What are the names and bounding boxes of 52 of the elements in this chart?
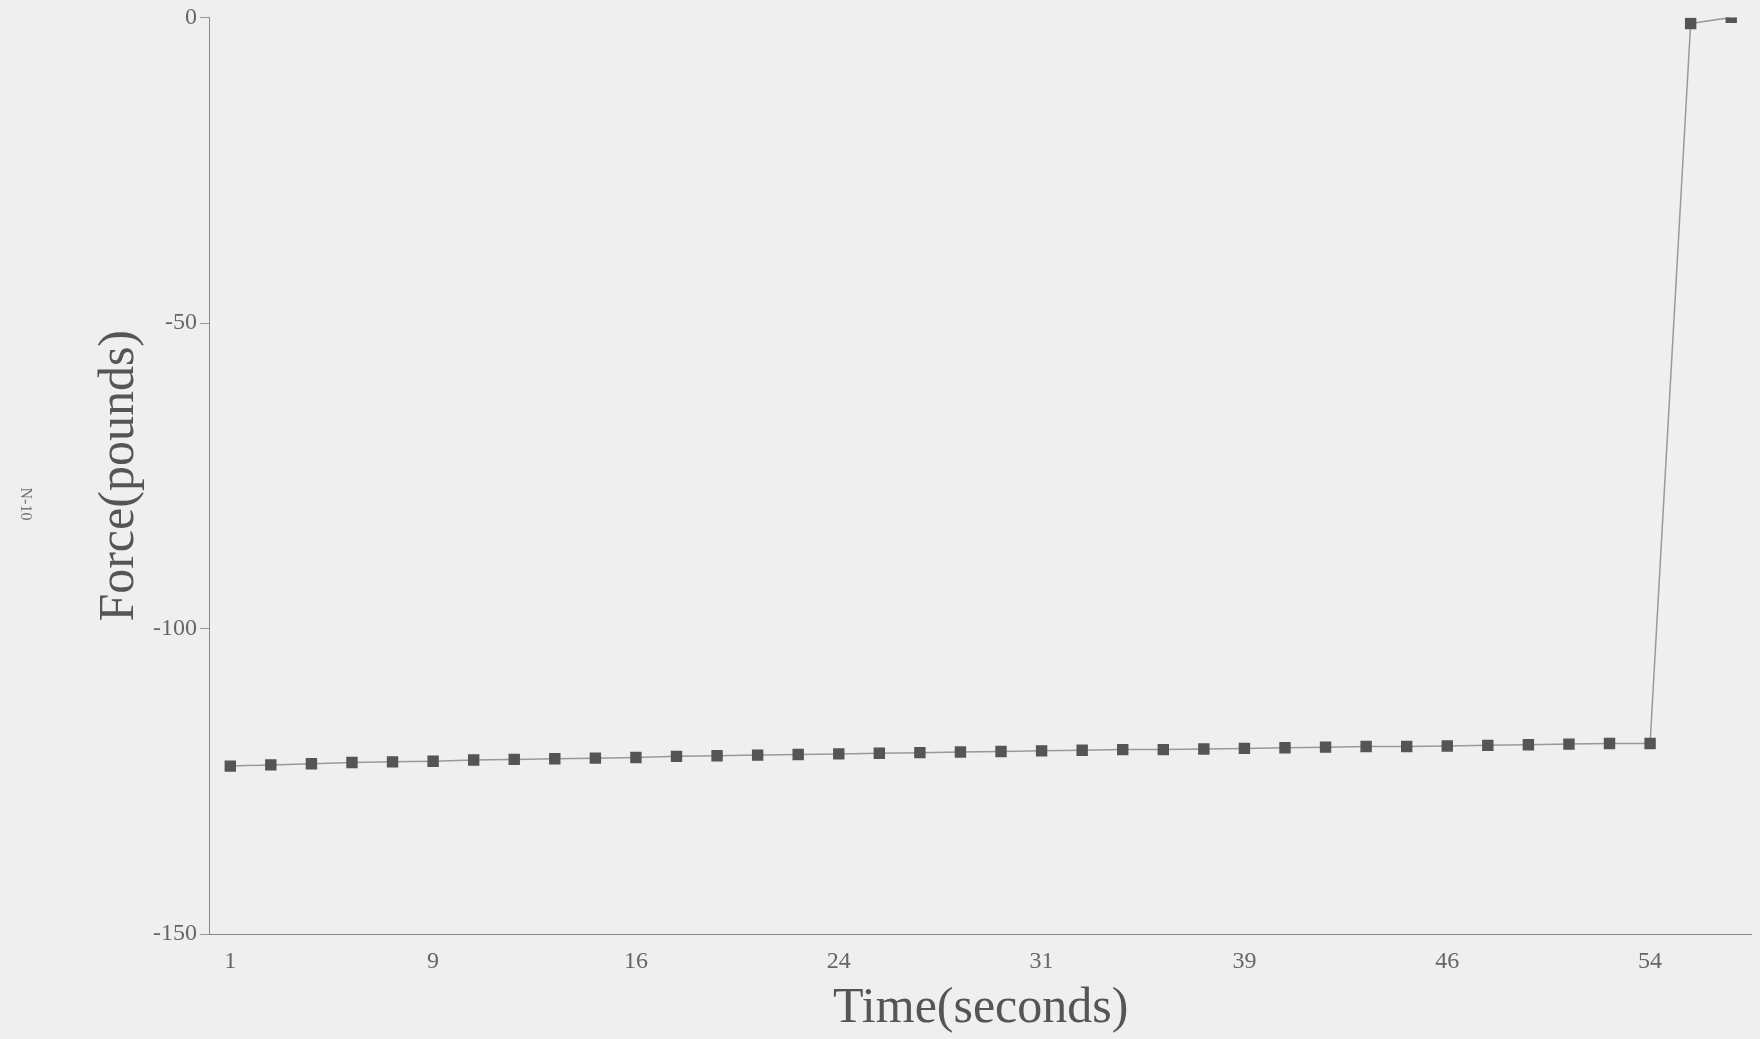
point	[1117, 743, 1129, 756]
point	[549, 753, 561, 765]
x-tick-label: 1	[224, 946, 237, 973]
y-tick-label: 0	[184, 2, 197, 29]
point	[1400, 740, 1413, 753]
x-tick-label: 16	[623, 946, 648, 973]
text: N-10	[17, 487, 36, 521]
point	[265, 759, 277, 771]
x-tick-label: 9	[427, 946, 440, 973]
y-axis-title: Force(pounds)	[88, 330, 145, 622]
point	[224, 760, 236, 772]
y-tick-label: -150	[152, 919, 197, 946]
point	[995, 745, 1007, 758]
point	[954, 746, 967, 758]
x-tick-label: 39	[1232, 946, 1257, 973]
point	[1279, 742, 1291, 754]
point	[873, 747, 886, 759]
point	[792, 748, 804, 761]
point	[1238, 742, 1251, 755]
point	[1441, 740, 1453, 752]
point	[1482, 739, 1494, 752]
point	[1198, 743, 1210, 755]
x-axis-title: Time(seconds)	[833, 977, 1129, 1034]
x-tick-label: 54	[1638, 946, 1663, 973]
point	[467, 754, 480, 766]
point	[1319, 741, 1332, 753]
point	[1563, 738, 1575, 750]
point	[386, 756, 399, 768]
y-tick-label: -50	[164, 308, 197, 335]
point	[1522, 739, 1535, 751]
point	[427, 755, 439, 767]
point	[1644, 737, 1656, 750]
x-tick-label: 24	[826, 946, 851, 973]
point	[751, 749, 764, 761]
point	[1603, 737, 1616, 750]
point	[508, 753, 520, 766]
point	[630, 751, 642, 764]
point	[1076, 744, 1088, 756]
x-tick-label: 31	[1029, 946, 1054, 973]
point	[1360, 740, 1372, 753]
point	[914, 746, 926, 759]
point	[833, 748, 845, 760]
point	[1157, 743, 1169, 756]
x-tick-label: 46	[1435, 946, 1460, 973]
point	[305, 757, 318, 770]
point	[711, 750, 723, 762]
point	[589, 752, 602, 764]
point	[670, 750, 683, 763]
y-tick-label: -100	[152, 613, 197, 640]
point	[1684, 17, 1697, 30]
point	[1035, 745, 1048, 757]
point	[346, 756, 358, 769]
